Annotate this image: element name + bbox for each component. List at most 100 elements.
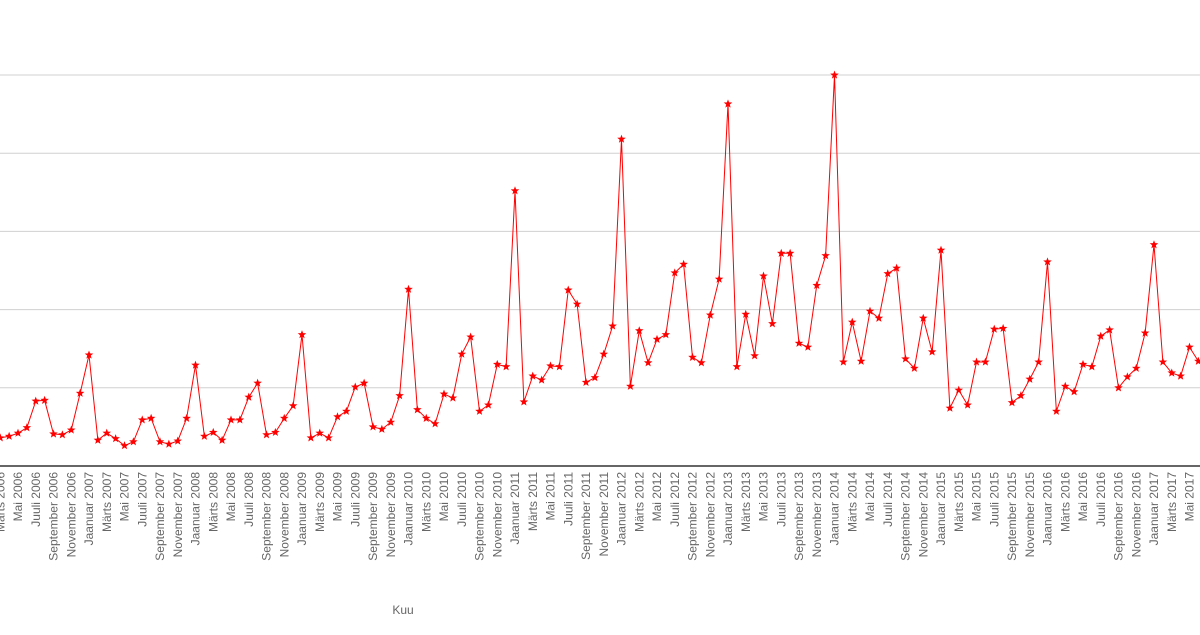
- data-point: [350, 382, 360, 391]
- data-point: [572, 299, 582, 308]
- data-point: [1043, 257, 1052, 266]
- data-point: [324, 433, 333, 442]
- x-tick-label: Juuli 2010: [455, 472, 469, 527]
- x-tick-label: Jaanuar 2008: [189, 472, 203, 546]
- x-tick-label: September 2006: [47, 472, 61, 561]
- data-point: [191, 360, 200, 369]
- data-point: [803, 342, 813, 351]
- data-point: [1114, 383, 1123, 392]
- data-point: [643, 358, 653, 367]
- x-tick-label: November 2013: [810, 472, 824, 558]
- data-point: [31, 396, 41, 405]
- x-tick-label: Jaanuar 2017: [1147, 472, 1161, 546]
- data-point: [714, 274, 724, 283]
- data-point: [13, 428, 23, 437]
- data-point: [1087, 362, 1097, 371]
- data-point: [856, 356, 866, 365]
- data-point: [173, 436, 183, 445]
- data-point: [936, 245, 946, 254]
- data-point: [297, 330, 307, 339]
- x-tick-label: Märts 2010: [419, 472, 433, 532]
- data-point: [1052, 406, 1061, 415]
- data-point: [129, 437, 138, 446]
- x-tick-label: Mai 2010: [437, 472, 451, 522]
- data-point: [972, 357, 981, 366]
- data-point: [794, 338, 804, 347]
- x-tick-label: November 2008: [277, 472, 291, 558]
- x-tick-label: Mai 2017: [1183, 472, 1197, 522]
- data-point: [785, 248, 795, 257]
- data-point: [235, 415, 245, 424]
- data-point: [421, 413, 431, 422]
- data-point: [1194, 356, 1200, 365]
- x-tick-label: Märts 2014: [845, 472, 859, 532]
- data-point: [22, 423, 32, 432]
- x-tick-label: Jaanuar 2011: [508, 472, 522, 545]
- x-tick-label: Jaanuar 2009: [295, 472, 309, 546]
- data-point: [66, 425, 76, 434]
- data-point: [475, 406, 484, 415]
- x-tick-label: November 2010: [490, 472, 504, 558]
- x-tick-label: Jaanuar 2015: [934, 472, 948, 546]
- data-point: [1131, 363, 1141, 372]
- data-point: [155, 437, 165, 446]
- x-tick-label: Juuli 2012: [668, 472, 682, 527]
- data-point: [847, 317, 857, 326]
- data-point: [1167, 368, 1177, 377]
- x-tick-label: Juuli 2009: [348, 472, 362, 527]
- data-point: [315, 428, 325, 437]
- x-tick-label: September 2009: [366, 472, 380, 561]
- data-point: [200, 431, 209, 440]
- x-tick-label: Märts 2017: [1165, 472, 1179, 532]
- data-point: [253, 378, 262, 387]
- data-point: [723, 99, 733, 108]
- x-tick-label: Mai 2015: [970, 472, 984, 522]
- x-axis-title: Kuu: [392, 603, 413, 617]
- data-point: [1007, 398, 1017, 407]
- data-point: [661, 330, 671, 339]
- data-point: [271, 427, 280, 437]
- data-point: [448, 393, 458, 402]
- data-point: [1069, 387, 1079, 396]
- data-point: [759, 271, 768, 280]
- x-tick-label: Märts 2011: [526, 472, 540, 531]
- data-point: [58, 430, 67, 439]
- x-tick-label: Märts 2012: [632, 472, 646, 532]
- x-tick-label: Juuli 2011: [561, 472, 575, 526]
- x-tick-label: Märts 2006: [0, 472, 7, 532]
- x-tick-label: Jaanuar 2012: [615, 472, 629, 546]
- x-tick-label: Juuli 2007: [135, 472, 149, 527]
- data-point: [439, 389, 449, 398]
- x-tick-label: Mai 2014: [863, 472, 877, 522]
- data-point: [368, 422, 378, 431]
- data-point: [120, 441, 129, 450]
- x-tick-label: Jaanuar 2014: [828, 472, 842, 546]
- data-point: [111, 434, 120, 443]
- data-point: [217, 435, 227, 444]
- data-point: [137, 415, 147, 424]
- x-tick-label: September 2008: [260, 472, 274, 561]
- x-tick-label: September 2012: [686, 472, 700, 561]
- data-point: [581, 377, 591, 386]
- data-point: [874, 313, 884, 322]
- data-point: [279, 413, 289, 422]
- data-point: [750, 351, 759, 360]
- data-point: [652, 334, 662, 343]
- data-point: [927, 347, 937, 356]
- x-tick-label: Jaanuar 2016: [1041, 472, 1055, 546]
- data-point: [457, 349, 467, 358]
- data-point: [1123, 372, 1132, 381]
- data-point: [839, 357, 848, 366]
- data-point: [963, 400, 972, 409]
- x-tick-label: November 2014: [916, 472, 930, 558]
- x-tick-label: November 2009: [384, 472, 398, 558]
- x-tick-label: Juuli 2013: [774, 472, 788, 527]
- data-point: [590, 373, 600, 382]
- x-tick-label: Märts 2009: [313, 472, 327, 532]
- data-point: [146, 413, 156, 422]
- x-tick-label: Mai 2009: [331, 472, 345, 522]
- data-point: [741, 309, 751, 318]
- x-tick-label: November 2006: [64, 472, 78, 558]
- x-tick-label: Märts 2007: [100, 472, 114, 532]
